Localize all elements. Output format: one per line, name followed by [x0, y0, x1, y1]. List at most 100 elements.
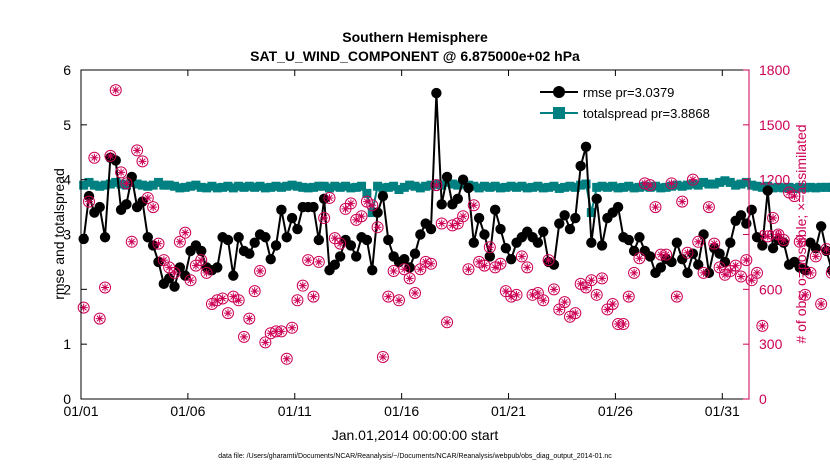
totalspread-point — [699, 177, 709, 187]
y-right-tick-label: 1800 — [759, 62, 790, 78]
obs-assimilated-marker — [742, 256, 751, 265]
totalspread-point — [95, 181, 105, 191]
obs-assimilated-marker — [720, 270, 729, 279]
obs-assimilated-marker — [427, 259, 436, 268]
obs-possible-marker — [665, 177, 678, 190]
obs-assimilated-marker — [619, 320, 628, 329]
obs-assimilated-marker — [362, 197, 371, 206]
obs-assimilated-marker — [464, 265, 473, 274]
obs-point — [494, 257, 507, 270]
obs-assimilated-marker — [811, 252, 820, 261]
totalspread-point — [271, 181, 281, 191]
obs-point — [430, 179, 443, 192]
totalspread-point — [255, 181, 265, 191]
rmse-point — [719, 256, 731, 268]
obs-assimilated-marker — [779, 235, 788, 244]
obs-possible-marker — [788, 190, 801, 203]
obs-possible-marker — [751, 266, 764, 279]
y-left-tick-label: 2 — [63, 281, 71, 297]
obs-point — [596, 272, 609, 285]
obs-assimilated-marker — [544, 256, 553, 265]
obs-point — [99, 281, 112, 294]
obs-point — [275, 325, 288, 338]
obs-possible-marker — [248, 285, 261, 298]
obs-possible-marker — [221, 307, 234, 320]
totalspread-point — [741, 177, 751, 187]
obs-point — [93, 312, 106, 325]
rmse-point — [762, 185, 773, 196]
rmse-point — [693, 259, 704, 270]
obs-point — [232, 294, 245, 307]
obs-assimilated-marker — [587, 276, 596, 285]
obs-point — [558, 296, 571, 309]
rmse-point — [559, 210, 570, 221]
obs-possible-marker — [232, 294, 245, 307]
obs-point — [173, 235, 186, 248]
obs-possible-marker — [334, 237, 347, 250]
obs-possible-marker — [644, 179, 657, 192]
obs-point — [788, 190, 801, 203]
obs-point — [248, 285, 261, 298]
totalspread-point — [442, 177, 452, 187]
rmse-point — [751, 232, 763, 243]
rmse-point — [377, 190, 389, 202]
obs-point — [633, 252, 646, 265]
obs-possible-marker — [734, 270, 747, 283]
totalspread-point — [544, 182, 554, 192]
obs-assimilated-marker — [368, 201, 377, 210]
obs-point — [462, 263, 475, 276]
obs-assimilated-marker — [149, 203, 158, 212]
rmse-point — [634, 232, 645, 243]
y-left-tick-label: 3 — [63, 227, 71, 243]
obs-assimilated-marker — [175, 237, 184, 246]
rmse-point — [554, 218, 565, 229]
rmse-point — [452, 193, 463, 205]
obs-possible-marker — [756, 319, 769, 332]
obs-possible-marker — [809, 250, 822, 263]
rmse-point — [479, 229, 490, 240]
obs-point — [392, 294, 405, 307]
obs-point — [777, 233, 790, 246]
totalspread-point — [506, 181, 516, 191]
rmse-point — [249, 237, 260, 248]
totalspread-point — [827, 182, 830, 192]
obs-possible-marker — [88, 151, 101, 164]
obs-point — [510, 288, 523, 301]
obs-assimilated-marker — [293, 296, 302, 305]
totalspread-point — [624, 181, 634, 191]
rmse-point — [99, 232, 111, 243]
totalspread-point — [800, 183, 810, 193]
totalspread-point — [351, 182, 361, 192]
obs-point — [334, 237, 347, 250]
rmse-point — [570, 212, 581, 224]
obs-possible-marker — [392, 294, 405, 307]
obs-assimilated-marker — [555, 305, 564, 314]
obs-point — [312, 255, 325, 268]
obs-assimilated-marker — [411, 288, 419, 297]
obs-point — [451, 217, 464, 230]
obs-point — [617, 318, 630, 331]
totalspread-point — [683, 180, 693, 190]
obs-assimilated-marker — [159, 256, 168, 265]
obs-point — [77, 301, 90, 314]
totalspread-point — [314, 181, 324, 191]
obs-possible-marker — [628, 266, 641, 279]
totalspread-point — [298, 182, 308, 192]
totalspread-point — [795, 182, 805, 192]
obs-assimilated-marker — [560, 298, 569, 307]
totalspread-point — [415, 183, 425, 193]
totalspread-point — [581, 179, 591, 189]
obs-assimilated-marker — [747, 276, 756, 285]
totalspread-point — [137, 180, 147, 190]
y-right-tick-label: 1200 — [759, 172, 790, 188]
totalspread-point — [292, 181, 302, 191]
totalspread-point — [725, 177, 735, 187]
obs-point — [457, 210, 470, 223]
obs-assimilated-marker — [630, 268, 639, 277]
obs-point — [644, 179, 657, 192]
rmse-point — [196, 245, 207, 257]
obs-assimilated-marker — [341, 204, 350, 213]
obs-possible-marker — [275, 325, 288, 338]
obs-possible-marker — [318, 212, 331, 225]
obs-point — [344, 197, 357, 210]
